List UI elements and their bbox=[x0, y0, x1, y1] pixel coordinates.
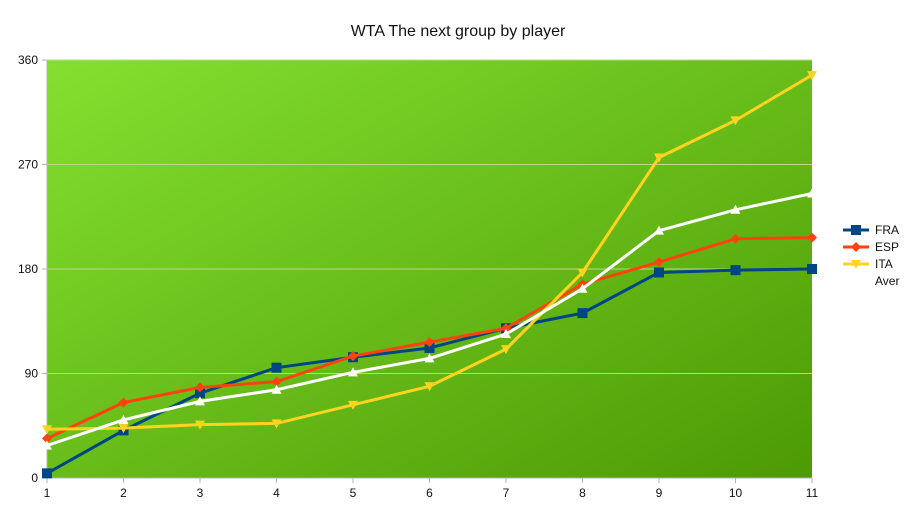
x-tick-label-2: 2 bbox=[120, 486, 127, 500]
legend-label-fra: FRA bbox=[875, 223, 899, 237]
x-tick-label-3: 3 bbox=[197, 486, 204, 500]
x-tick-label-11: 11 bbox=[806, 486, 819, 500]
legend-item-fra: FRA bbox=[843, 223, 899, 237]
data-point-ita-6 bbox=[424, 382, 435, 392]
y-tick-label-180: 180 bbox=[18, 262, 38, 276]
data-point-ita-9 bbox=[654, 153, 664, 163]
data-point-aver-9 bbox=[654, 225, 664, 235]
data-point-esp-6 bbox=[424, 337, 435, 348]
data-point-esp-2 bbox=[118, 397, 129, 408]
data-point-aver-11 bbox=[807, 188, 817, 198]
legend-label-esp: ESP bbox=[875, 240, 899, 254]
data-point-fra-10 bbox=[730, 265, 741, 276]
x-tick-label-10: 10 bbox=[729, 486, 743, 500]
y-tick-label-0: 0 bbox=[31, 471, 38, 485]
x-tick-label-7: 7 bbox=[503, 486, 510, 500]
series-ita bbox=[42, 71, 817, 435]
x-tick-label-5: 5 bbox=[350, 486, 357, 500]
series-aver bbox=[42, 188, 817, 450]
legend-item-aver: Aver bbox=[843, 274, 899, 288]
data-point-ita-11 bbox=[807, 71, 817, 81]
data-point-aver-6 bbox=[424, 353, 435, 363]
data-point-fra-6 bbox=[424, 342, 435, 353]
data-point-esp-5 bbox=[348, 351, 358, 362]
data-point-aver-10 bbox=[730, 204, 741, 214]
gridlines bbox=[47, 59, 812, 374]
data-point-ita-3 bbox=[195, 420, 205, 430]
data-point-fra-9 bbox=[654, 267, 664, 278]
data-point-fra-3 bbox=[195, 388, 205, 399]
legend-label-aver: Aver bbox=[875, 274, 899, 288]
data-point-esp-9 bbox=[654, 257, 664, 268]
data-point-ita-5 bbox=[348, 400, 358, 410]
legend-item-esp: ESP bbox=[843, 240, 899, 254]
data-point-esp-7 bbox=[501, 323, 511, 334]
legend-marker-aver bbox=[851, 276, 861, 285]
data-point-ita-10 bbox=[730, 116, 741, 126]
data-point-ita-8 bbox=[577, 268, 588, 278]
legend: FRA ESP ITA Aver bbox=[843, 223, 899, 288]
data-point-aver-5 bbox=[348, 367, 358, 377]
legend-marker-esp bbox=[851, 242, 861, 252]
x-tick-label-9: 9 bbox=[656, 486, 663, 500]
data-point-aver-7 bbox=[501, 329, 511, 339]
data-point-esp-4 bbox=[271, 376, 282, 387]
series-lines bbox=[42, 71, 817, 479]
data-point-fra-1 bbox=[42, 468, 52, 479]
x-tick-label-1: 1 bbox=[44, 486, 51, 500]
data-point-ita-1 bbox=[42, 425, 52, 435]
data-point-aver-8 bbox=[577, 283, 588, 293]
x-tick-label-6: 6 bbox=[426, 486, 433, 500]
y-tick-label-90: 90 bbox=[25, 367, 39, 381]
data-point-fra-4 bbox=[271, 362, 282, 373]
legend-marker-fra bbox=[851, 225, 861, 235]
data-point-fra-11 bbox=[807, 264, 817, 274]
y-tick-label-270: 270 bbox=[18, 158, 38, 172]
data-point-aver-1 bbox=[42, 440, 52, 450]
data-point-aver-3 bbox=[195, 396, 205, 406]
y-tick-label-360: 360 bbox=[18, 53, 38, 67]
data-point-esp-10 bbox=[730, 233, 741, 244]
legend-label-ita: ITA bbox=[875, 257, 893, 271]
axes: 0 90 180 270 360 1 2 3 4 5 6 7 8 9 10 11 bbox=[18, 53, 819, 500]
x-tick-label-8: 8 bbox=[579, 486, 586, 500]
data-point-aver-4 bbox=[271, 384, 282, 394]
data-point-fra-8 bbox=[577, 308, 588, 319]
legend-marker-ita bbox=[851, 260, 861, 269]
data-point-ita-7 bbox=[501, 345, 511, 355]
legend-item-ita: ITA bbox=[843, 257, 893, 271]
data-point-esp-11 bbox=[807, 232, 817, 243]
chart-title: WTA The next group by player bbox=[351, 23, 566, 40]
data-point-esp-1 bbox=[42, 433, 52, 444]
data-point-ita-4 bbox=[271, 419, 282, 429]
series-esp bbox=[42, 232, 817, 444]
data-point-esp-3 bbox=[195, 382, 205, 393]
x-tick-label-4: 4 bbox=[273, 486, 280, 500]
data-point-ita-2 bbox=[118, 424, 129, 434]
data-point-aver-2 bbox=[118, 414, 129, 424]
